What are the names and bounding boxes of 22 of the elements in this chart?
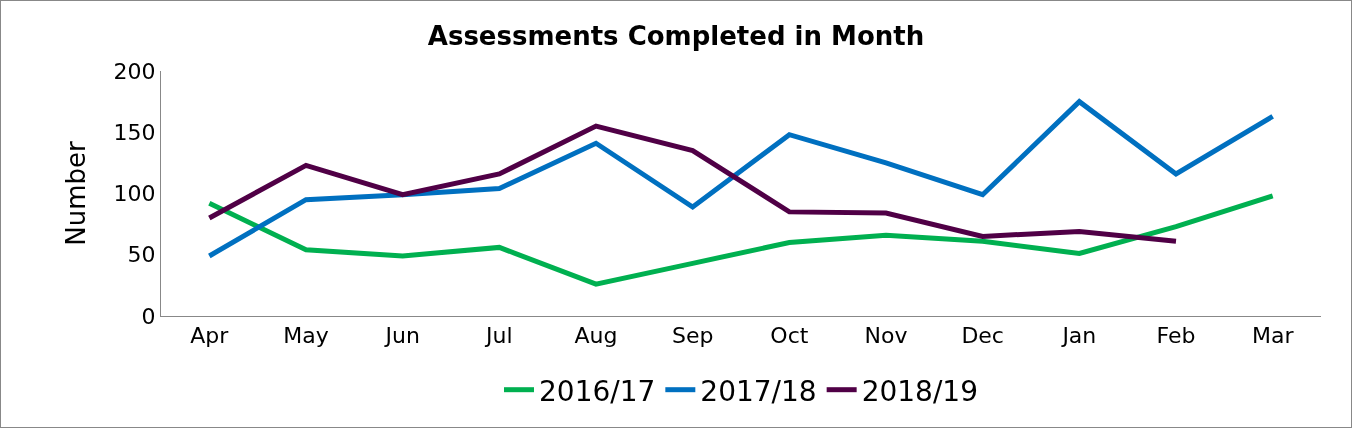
x-tick-label: Feb [1156, 323, 1196, 349]
x-tick-label: Aug [574, 323, 618, 349]
x-tick-label: Apr [190, 323, 230, 349]
x-tick-label: Jul [484, 323, 513, 349]
chart-title: Assessments Completed in Month [427, 20, 925, 51]
x-tick-label: Jun [383, 323, 420, 349]
x-tick-label: Mar [1251, 323, 1295, 349]
legend-label: 2018/19 [861, 374, 978, 408]
y-tick-label: 150 [113, 119, 156, 145]
x-tick-label: Sep [671, 323, 714, 349]
x-tick-label: Jan [1060, 323, 1097, 349]
x-tick-label: Dec [961, 323, 1004, 349]
x-tick-label: Oct [770, 323, 809, 349]
x-tick-label: Nov [864, 323, 908, 349]
y-axis-title: Number [61, 140, 91, 246]
y-tick-label: 100 [113, 181, 156, 207]
x-tick-label: May [283, 323, 329, 349]
y-tick-label: 0 [141, 303, 156, 329]
legend-label: 2016/17 [539, 374, 656, 408]
y-tick-label: 50 [127, 242, 156, 268]
legend-label: 2017/18 [700, 374, 817, 408]
y-tick-label: 200 [113, 58, 156, 84]
